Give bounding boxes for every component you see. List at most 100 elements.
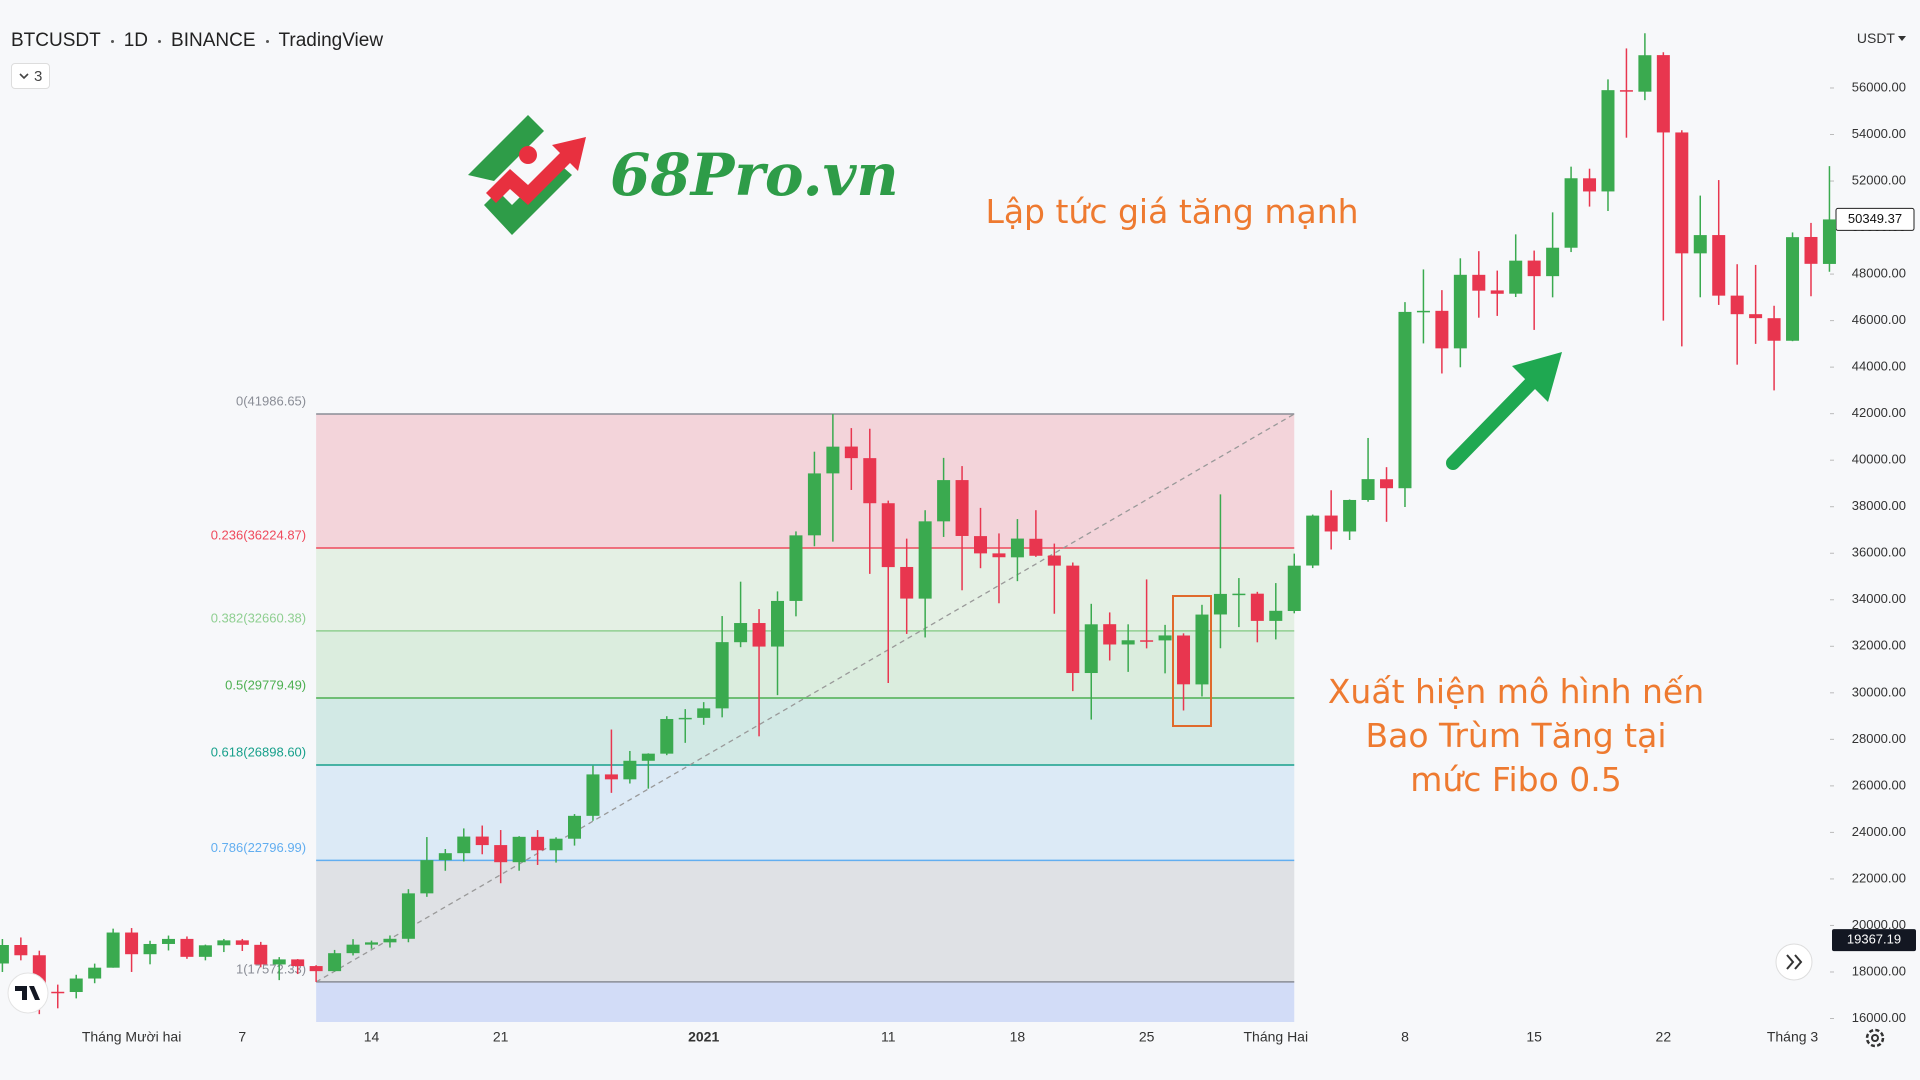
candle-body [900,566,914,599]
candle-body [1416,310,1430,313]
candle-body [1121,640,1135,645]
candle-body [974,536,988,554]
chevron-icon [19,72,29,79]
candle-body [161,938,175,944]
y-tick-label: 20000.00 [1852,917,1906,932]
fib-zone [316,981,1295,1022]
candle-body [623,760,637,780]
candle-body [125,932,139,955]
candle-body [660,718,674,754]
candle-body [291,959,305,967]
candle-body [1250,593,1264,621]
candle-body [1601,90,1615,192]
candle-body [512,836,526,863]
candle-body [1103,624,1117,645]
candle-body [1361,479,1375,500]
y-tick-label: 40000.00 [1852,452,1906,467]
candle-body [309,966,323,972]
fib-level-label: 0.786(22796.99) [211,840,306,855]
candle-body [198,945,212,957]
candle-body [235,940,249,945]
rally-arrow [1446,352,1562,470]
interval[interactable]: 1D [123,30,149,51]
x-tick-label: 8 [1401,1029,1409,1045]
x-tick-label: Tháng Hai [1243,1029,1308,1045]
candle-body [937,480,951,522]
candle-body [1638,55,1652,92]
x-tick-label: 11 [881,1029,896,1045]
fib-level-label: 0.382(32660.38) [211,610,306,625]
candle-body [1804,236,1818,264]
candle-body [383,938,397,943]
y-tick-label: 42000.00 [1852,405,1906,420]
candle-body [1583,178,1597,192]
settings-button[interactable] [1865,1028,1885,1048]
candle-body [1490,290,1504,294]
rally-annotation: Lập tức giá tăng mạnh [985,192,1359,231]
candle-body [1786,237,1800,341]
candle-body [641,753,655,761]
candle-body [1749,314,1763,319]
candle-body [1047,555,1061,566]
candle-body [604,774,618,780]
y-tick-label: 22000.00 [1852,870,1906,885]
logo-icon [468,115,586,235]
candle-body [1656,55,1670,133]
currency-selector[interactable]: USDT [1857,30,1906,46]
candle-body [1213,593,1227,615]
x-tick-label: 22 [1656,1029,1672,1045]
candle-body [438,853,452,861]
fib-level-label: 0.236(36224.87) [211,527,306,542]
x-tick-label: 18 [1010,1029,1026,1045]
logo-text: 68Pro.vn [610,141,899,209]
y-tick-label: 16000.00 [1852,1010,1906,1025]
candle-body [1343,499,1357,532]
y-tick-label: 28000.00 [1852,731,1906,746]
source: TradingView [278,30,384,51]
candle-body [69,978,83,993]
candle-body [1380,479,1394,489]
candle-body [1693,235,1707,254]
fib-level-label: 1(17572.33) [236,961,306,976]
y-tick-label: 52000.00 [1852,172,1906,187]
candle-body [734,623,748,643]
candle-body [697,708,711,718]
currency: USDT [1856,30,1895,46]
candle-body [771,600,785,647]
crosshair-price-label: 19367.19 [1847,932,1901,947]
candle-body [1306,515,1320,566]
candle-body [1177,635,1191,685]
symbol-header: BTCUSDT 1D BINANCE TradingView [11,30,383,52]
candle-body [863,458,877,504]
y-tick-label: 56000.00 [1852,79,1906,94]
fib-zone [316,860,1295,982]
exchange: BINANCE [171,30,256,51]
y-tick-label: 26000.00 [1852,777,1906,792]
x-tick-label: 14 [364,1029,380,1045]
candle-body [1453,274,1467,349]
y-tick-label: 32000.00 [1852,638,1906,653]
pattern-highlight-box [1172,595,1212,727]
crosshair-price-box [1832,929,1916,952]
candle-body [1435,310,1449,349]
candle-body [918,521,932,599]
y-tick-label: 24000.00 [1852,824,1906,839]
candle-body [217,940,231,946]
candle-body [1822,219,1836,264]
candle-body [346,944,360,954]
y-tick-label: 46000.00 [1852,312,1906,327]
candle-body [494,845,508,863]
fib-zone [316,697,1295,765]
candle-body [1509,260,1523,294]
candle-body [678,717,692,720]
candle-body [1324,515,1338,532]
pattern-annotation: Xuất hiện mô hình nến Bao Trùm Tăng tại … [1266,670,1766,802]
candle-body [475,836,489,846]
annotation-line: Xuất hiện mô hình nến [1327,672,1705,711]
candle-body [14,944,28,956]
scroll-to-latest-button[interactable] [1775,943,1813,981]
fib-zone [316,548,1295,631]
caret-icon [1898,35,1906,41]
indicator-toggle[interactable]: 3 [11,63,51,89]
